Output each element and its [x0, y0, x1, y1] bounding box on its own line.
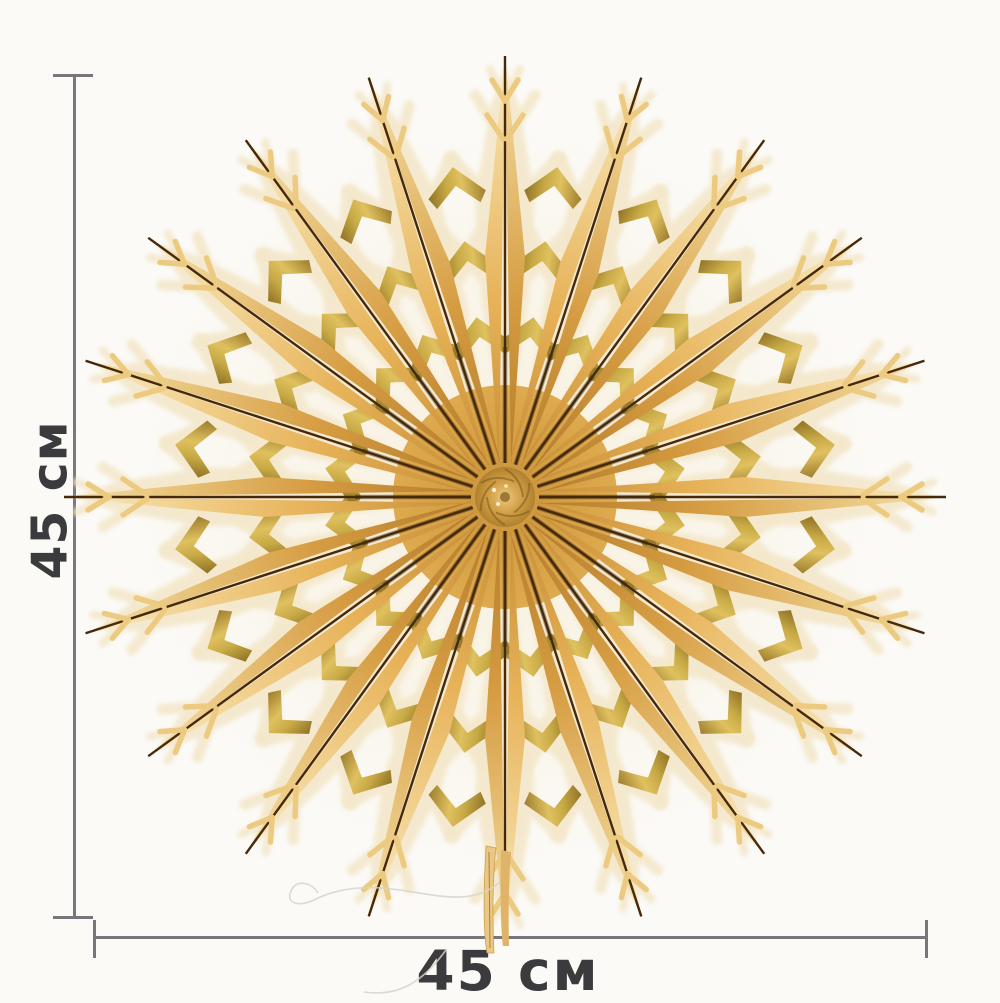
sparkle [496, 502, 500, 506]
horizontal-dimension-line [93, 936, 927, 939]
hanging-paper-tip [483, 845, 497, 954]
snowflake-center [475, 467, 535, 527]
hanging-paper-tips [483, 845, 511, 954]
horizontal-dimension-label: 45 см [416, 939, 600, 1003]
hanging-paper-tip [500, 850, 511, 946]
horizontal-dimension-left-cap [93, 920, 96, 958]
horizontal-dimension-right-cap [925, 920, 928, 958]
vertical-dimension-top-cap [53, 74, 93, 77]
hanging-thread [289, 881, 501, 994]
sparkle [491, 487, 497, 493]
sparkle [504, 484, 508, 488]
vertical-dimension-bottom-cap [53, 916, 93, 919]
